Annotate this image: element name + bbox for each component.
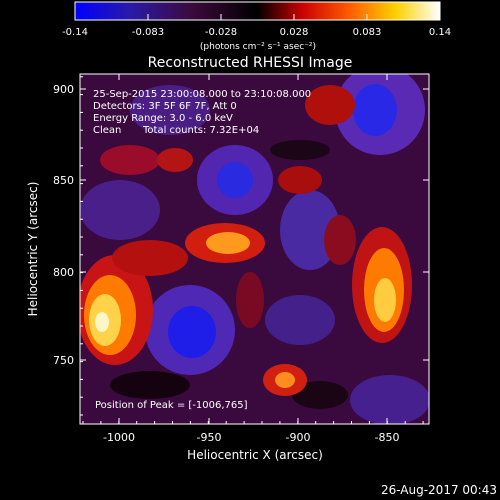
blob-red xyxy=(236,272,264,328)
blob-red xyxy=(324,215,356,265)
annotation-peak-position: Position of Peak = [-1006,765] xyxy=(95,400,248,411)
x-tick-label: -850 xyxy=(375,431,400,444)
y-tick-label: 750 xyxy=(53,354,74,367)
colorbar-unit-label: (photons cm⁻² s⁻¹ asec⁻²) xyxy=(200,42,316,52)
plot-frame xyxy=(79,73,430,425)
plot-title: Reconstructed RHESSI Image xyxy=(148,55,353,71)
annotation-detectors: Detectors: 3F 5F 6F 7F, Att 0 xyxy=(93,101,237,112)
x-tick-label: -900 xyxy=(286,431,311,444)
blob-purple xyxy=(80,180,160,240)
annotation-energy-range: Energy Range: 3.0 - 6.0 keV xyxy=(93,113,233,124)
axis-tick-marks xyxy=(80,74,429,424)
blob-purple xyxy=(280,190,340,270)
blob-purple xyxy=(350,375,429,424)
blob-red xyxy=(305,85,355,125)
colorbar-tick-label: 0.028 xyxy=(280,27,309,38)
colorbar-tick-marks xyxy=(74,14,441,20)
blob-dark xyxy=(110,371,190,399)
blob-dark xyxy=(270,140,330,160)
colorbar-tick-label: -0.028 xyxy=(205,27,237,38)
blob-blue xyxy=(168,306,216,358)
blob-orange xyxy=(275,372,295,388)
annotation-method: Clean xyxy=(93,125,121,136)
blob-red xyxy=(157,148,193,172)
y-tick-label: 900 xyxy=(53,83,74,96)
colorbar: -0.14 -0.083 -0.028 0.028 0.083 0.14 (ph… xyxy=(62,1,451,52)
blob-blue xyxy=(353,84,397,136)
colorbar-tick-label: 0.14 xyxy=(429,27,451,38)
blob-red xyxy=(112,240,188,276)
colorbar-tick-label: -0.14 xyxy=(62,27,88,38)
colorbar-tick-label: -0.083 xyxy=(132,27,164,38)
y-tick-label: 800 xyxy=(53,266,74,279)
blob-purple xyxy=(130,85,210,135)
blob-purple xyxy=(265,295,335,345)
blob-blue xyxy=(217,162,253,198)
footer-timestamp: 26-Aug-2017 00:43 xyxy=(381,483,497,497)
y-tick-label: 850 xyxy=(53,174,74,187)
blob-red xyxy=(278,166,322,194)
blob-orange xyxy=(206,232,250,254)
x-tick-label: -950 xyxy=(197,431,222,444)
annotation-time-range: 25-Sep-2015 23:00:08.000 to 23:10:08.000 xyxy=(93,89,311,100)
blob-white xyxy=(95,312,109,332)
colorbar-tick-label: 0.083 xyxy=(353,27,382,38)
y-axis-label: Heliocentric Y (arcsec) xyxy=(26,182,40,317)
rhessi-image xyxy=(80,74,429,424)
annotation-total-counts: Total counts: 7.32E+04 xyxy=(142,125,259,136)
colorbar-gradient xyxy=(74,1,441,21)
blob-dark xyxy=(292,381,348,409)
blob-yellow xyxy=(374,278,396,322)
x-axis-label: Heliocentric X (arcsec) xyxy=(187,448,323,462)
x-tick-label: -1000 xyxy=(103,431,135,444)
image-blobs xyxy=(80,74,429,424)
blob-red xyxy=(100,145,160,175)
